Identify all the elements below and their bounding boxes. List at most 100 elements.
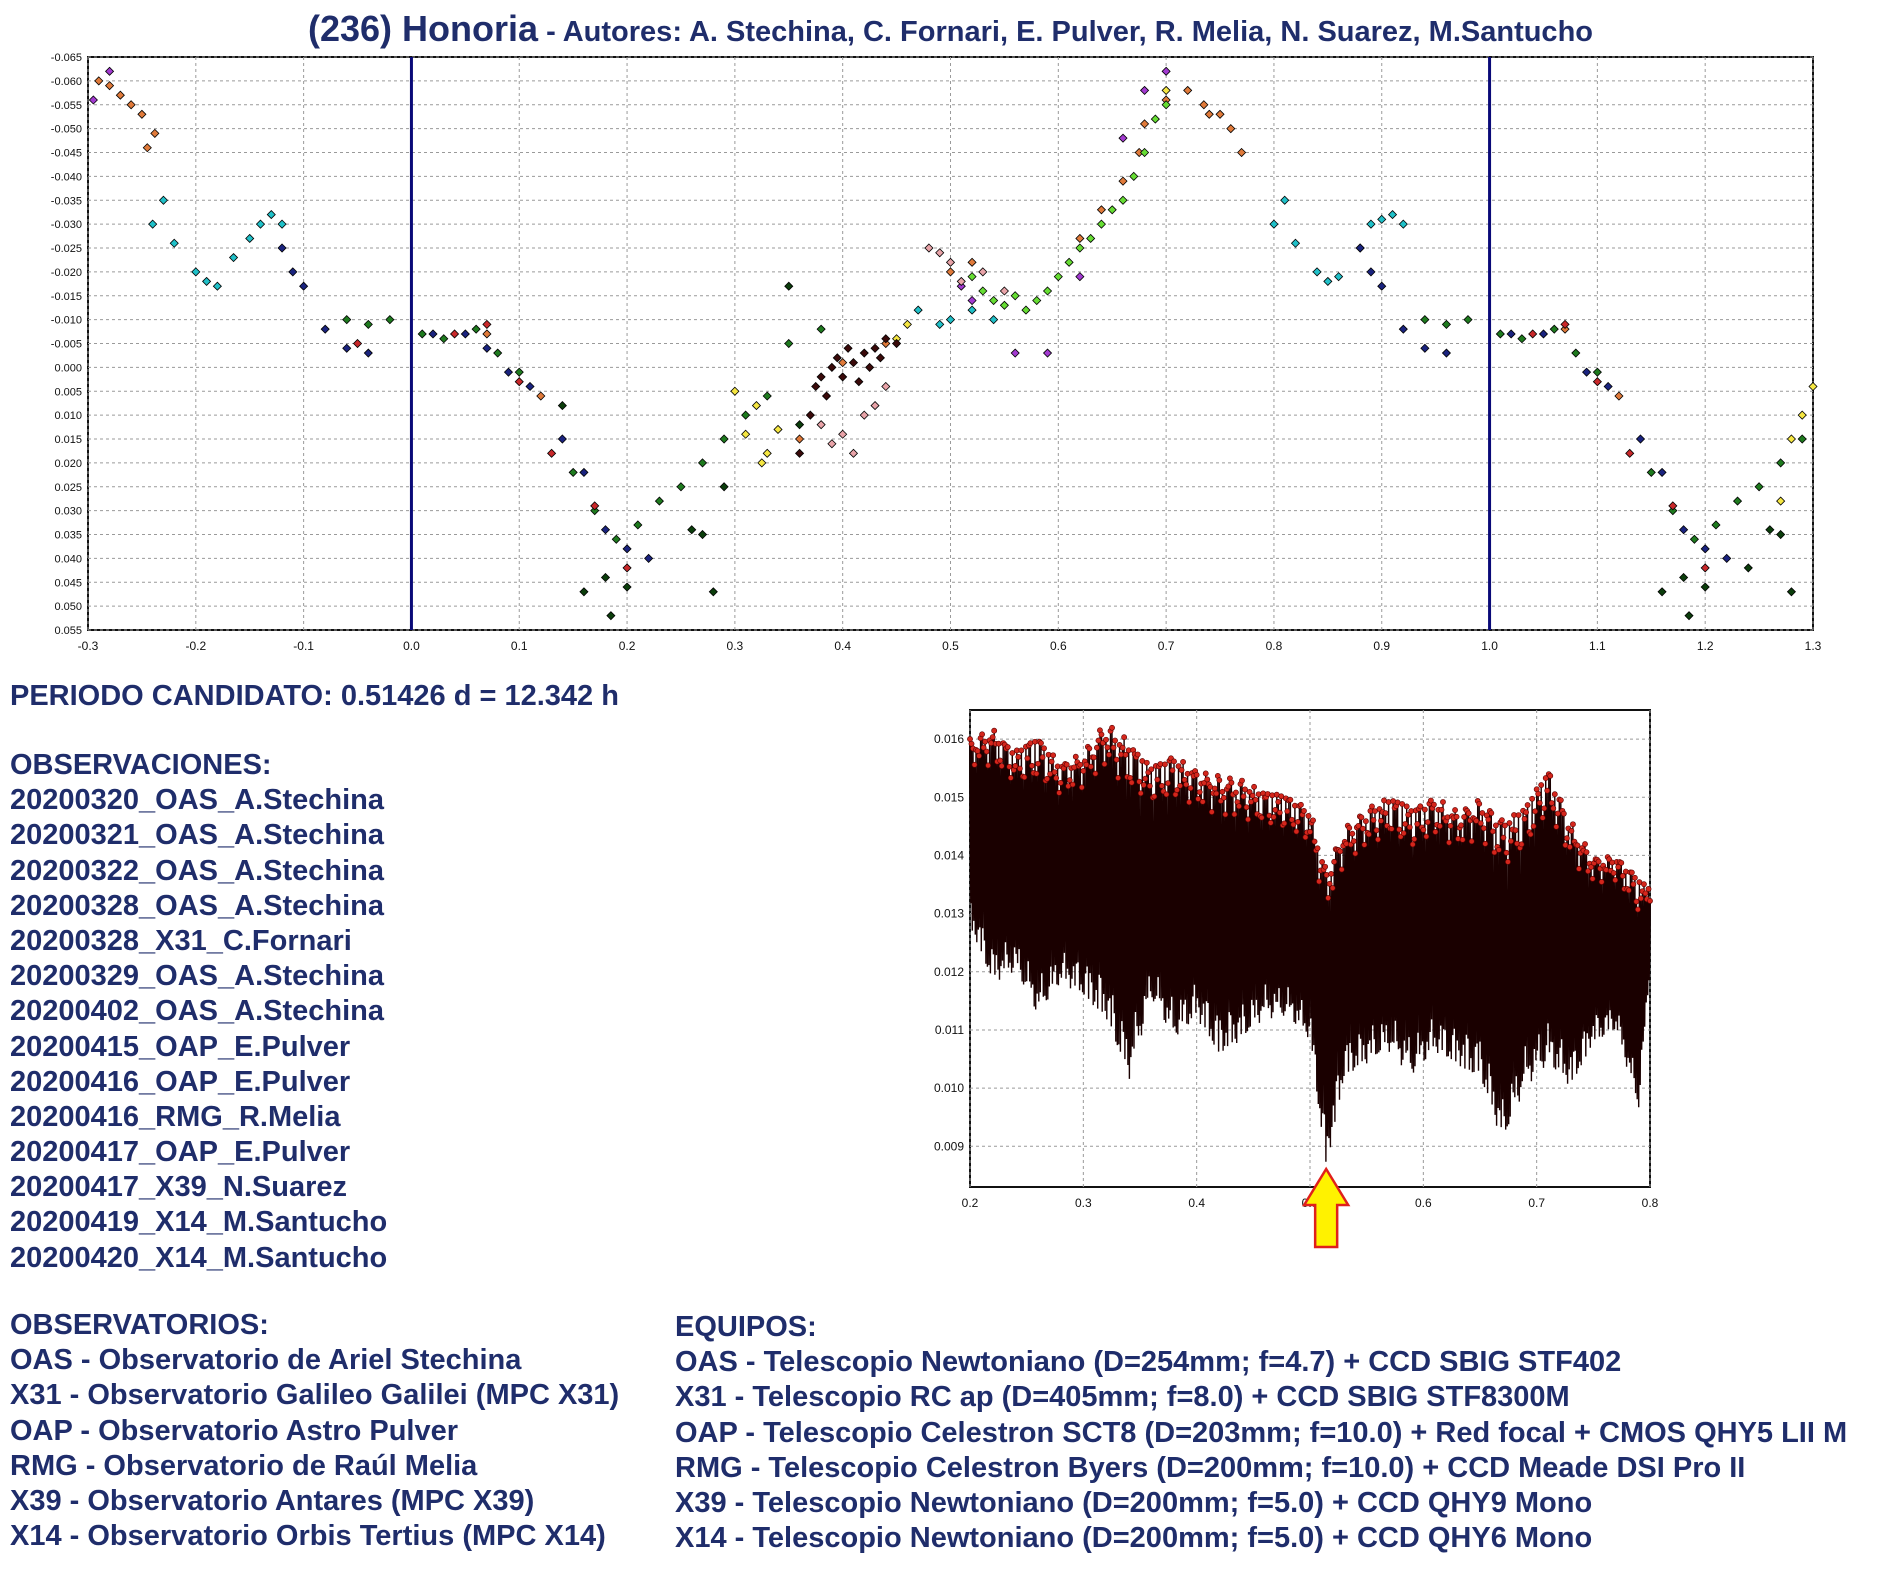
data-point <box>622 544 632 554</box>
periodogram-point <box>1399 801 1406 807</box>
periodogram-point <box>1631 874 1638 881</box>
periodogram-point <box>1491 849 1498 856</box>
periodogram-point <box>1438 806 1445 813</box>
data-point <box>989 315 999 325</box>
data-point <box>1150 114 1160 124</box>
periodogram-point <box>968 740 975 747</box>
periodogram-point <box>1618 859 1625 866</box>
data-point <box>266 210 276 220</box>
equipment-item: X39 - Telescopio Newtoniano (D=200mm; f=… <box>675 1486 1593 1519</box>
periodogram-point <box>1331 858 1338 865</box>
data-point <box>142 143 152 153</box>
periodogram-point <box>979 731 985 738</box>
periodogram-point <box>1122 751 1129 758</box>
periodogram-point <box>1119 744 1126 751</box>
periodogram-point <box>1113 756 1120 763</box>
data-point <box>848 358 859 368</box>
periodogram-point <box>1503 849 1510 856</box>
periodogram-point <box>1056 789 1063 796</box>
periodogram-point <box>1329 885 1336 891</box>
data-point <box>1592 367 1602 377</box>
periodogram-point <box>1080 768 1087 774</box>
observation-item: 20200320_OAS_A.Stechina <box>10 784 384 817</box>
periodogram-point <box>1270 814 1277 820</box>
periodogram-point <box>1024 755 1031 762</box>
periodogram-point <box>1142 775 1149 782</box>
data-point <box>1280 195 1290 205</box>
plot-area <box>87 56 1814 631</box>
data-point <box>741 429 751 439</box>
periodogram-point <box>1094 744 1100 751</box>
periodogram-point <box>1488 810 1495 816</box>
periodogram-point <box>1177 782 1183 789</box>
y-tick-label: 0.015 <box>934 790 964 804</box>
periodogram-point <box>1035 760 1041 767</box>
data-point <box>482 343 492 353</box>
data-point <box>794 434 805 444</box>
data-point <box>999 286 1009 296</box>
periodogram-point <box>1548 800 1555 806</box>
data-point <box>945 267 956 277</box>
periodogram-point <box>1231 811 1238 818</box>
periodogram-point <box>1208 809 1215 815</box>
periodogram-point <box>1630 881 1637 888</box>
periodogram-point <box>1243 804 1250 811</box>
periodogram-point <box>1307 828 1313 835</box>
data-point <box>1592 377 1602 387</box>
periodogram-point <box>1447 822 1454 829</box>
chart-title: (236) Honoria - Autores: A. Stechina, C.… <box>0 8 1901 50</box>
periodogram-point <box>1319 859 1325 865</box>
periodogram-point <box>1251 783 1257 790</box>
data-point <box>568 467 578 477</box>
minimum-arrow-icon <box>1301 1166 1351 1249</box>
observation-item: 20200328_X31_C.Fornari <box>10 924 352 957</box>
data-point <box>482 329 492 339</box>
data-point <box>148 219 158 229</box>
data-point <box>881 338 891 349</box>
data-point <box>590 506 600 516</box>
periodogram-point <box>1183 781 1189 788</box>
y-tick-label: 0.010 <box>934 1081 964 1095</box>
periodogram-point <box>1366 831 1372 838</box>
y-tick-label: 0.020 <box>54 458 82 470</box>
observation-item: 20200329_OAS_A.Stechina <box>10 960 384 993</box>
periodogram-point <box>1249 792 1256 799</box>
observations-block: OBSERVACIONES: 20200320_OAS_A.Stechina 2… <box>10 748 387 1276</box>
data-point <box>854 377 864 387</box>
observation-item: 20200416_RMG_R.Melia <box>10 1100 341 1133</box>
periodogram-point <box>1502 822 1508 829</box>
data-point <box>1118 195 1128 205</box>
periodogram-point <box>1326 880 1333 887</box>
data-point <box>924 243 934 253</box>
data-point <box>126 100 136 110</box>
periodogram-point <box>1015 754 1022 760</box>
x-tick-label: 0.2 <box>962 1196 979 1210</box>
data-point <box>843 343 853 353</box>
observation-item: 20200419_X14_M.Santucho <box>10 1206 388 1239</box>
data-point <box>1323 276 1333 286</box>
periodogram-point <box>1057 779 1064 786</box>
data-point <box>848 448 859 458</box>
periodogram-point <box>1563 835 1570 842</box>
data-point <box>471 324 481 334</box>
data-point <box>191 267 201 277</box>
periodogram-point <box>1642 890 1649 897</box>
x-tick-label: 0.9 <box>1373 639 1390 653</box>
periodogram-point <box>1063 761 1070 768</box>
x-tick-label: -0.3 <box>78 639 99 653</box>
periodogram-point <box>1350 838 1357 845</box>
y-tick-label: -0.060 <box>51 76 82 88</box>
periodogram-point <box>1222 811 1229 818</box>
data-point <box>859 348 869 358</box>
data-point <box>1684 611 1694 621</box>
periodogram-point <box>1405 811 1412 818</box>
data-point <box>816 324 826 334</box>
periodogram-point <box>1305 813 1312 819</box>
periodogram-point <box>1500 834 1507 841</box>
observation-item: 20200415_OAP_E.Pulver <box>10 1030 351 1063</box>
data-point <box>870 343 880 353</box>
data-point <box>805 410 815 420</box>
periodogram-point <box>1375 836 1381 843</box>
periodogram-point <box>1021 774 1028 781</box>
data-point <box>1679 572 1689 583</box>
